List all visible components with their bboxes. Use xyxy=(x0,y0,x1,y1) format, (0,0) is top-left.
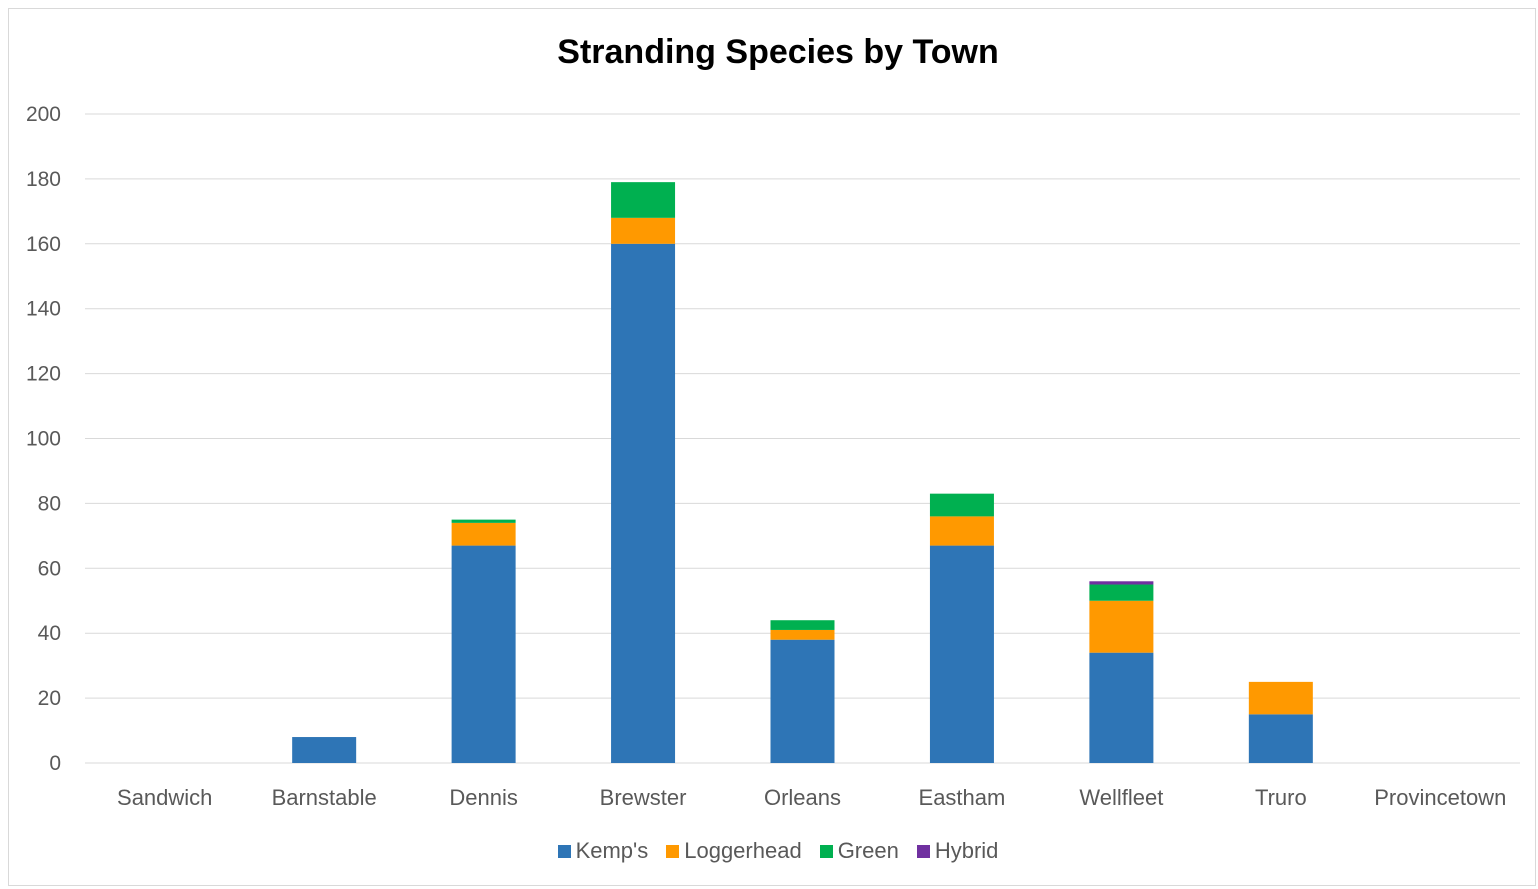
y-tick-label: 60 xyxy=(38,557,61,580)
y-tick-label: 120 xyxy=(26,363,61,386)
bar-brewster-green xyxy=(611,182,676,218)
y-tick-label: 200 xyxy=(26,103,61,126)
y-tick-label: 160 xyxy=(26,233,61,256)
bar-truro-kemp-s xyxy=(1248,714,1313,763)
legend-swatch xyxy=(666,844,680,858)
bar-wellfleet-loggerhead xyxy=(1089,600,1154,653)
legend-swatch xyxy=(819,844,833,858)
bar-eastham-loggerhead xyxy=(929,516,994,546)
legend-label: Loggerhead xyxy=(684,838,802,863)
y-tick-label: 0 xyxy=(49,752,61,775)
y-tick-label: 80 xyxy=(38,492,61,515)
y-tick-label: 40 xyxy=(38,622,61,645)
x-tick-label: Brewster xyxy=(600,785,687,810)
legend-label: Green xyxy=(837,838,899,863)
y-tick-label: 100 xyxy=(26,428,61,451)
bar-brewster-loggerhead xyxy=(611,217,676,244)
legend-label: Kemp's xyxy=(575,838,649,863)
bar-barnstable-kemp-s xyxy=(292,737,357,763)
legend-swatch xyxy=(557,844,571,858)
y-tick-label: 140 xyxy=(26,298,61,321)
bar-wellfleet-hybrid xyxy=(1089,581,1154,585)
x-tick-label: Truro xyxy=(1255,785,1307,810)
x-tick-label: Eastham xyxy=(919,785,1006,810)
legend-item-loggerhead: Loggerhead xyxy=(666,838,802,864)
x-tick-label: Orleans xyxy=(764,785,841,810)
bar-brewster-kemp-s xyxy=(611,243,676,764)
chart-legend: Kemp's Loggerhead Green Hybrid xyxy=(0,838,1538,864)
legend-item-hybrid: Hybrid xyxy=(916,838,999,864)
y-tick-label: 180 xyxy=(26,168,61,191)
x-tick-label: Barnstable xyxy=(272,785,377,810)
x-tick-label: Sandwich xyxy=(117,785,212,810)
chart-title: Stranding Species by Town xyxy=(557,33,999,71)
bar-eastham-green xyxy=(929,493,994,517)
legend-item-kemp-s: Kemp's xyxy=(557,838,649,864)
x-tick-label: Wellfleet xyxy=(1079,785,1163,810)
bar-eastham-kemp-s xyxy=(929,545,994,763)
bar-orleans-green xyxy=(770,620,835,630)
legend-swatch xyxy=(916,844,930,858)
bar-dennis-green xyxy=(451,519,516,523)
bar-orleans-loggerhead xyxy=(770,629,835,640)
bar-wellfleet-green xyxy=(1089,584,1154,601)
bar-orleans-kemp-s xyxy=(770,639,835,763)
bar-dennis-loggerhead xyxy=(451,522,516,546)
legend-label: Hybrid xyxy=(934,838,999,863)
x-tick-label: Dennis xyxy=(449,785,517,810)
y-tick-label: 20 xyxy=(38,687,61,710)
bar-dennis-kemp-s xyxy=(451,545,516,763)
legend-item-green: Green xyxy=(819,838,899,864)
x-tick-label: Provincetown xyxy=(1374,785,1506,810)
bar-wellfleet-kemp-s xyxy=(1089,652,1154,763)
bar-truro-loggerhead xyxy=(1248,681,1313,715)
